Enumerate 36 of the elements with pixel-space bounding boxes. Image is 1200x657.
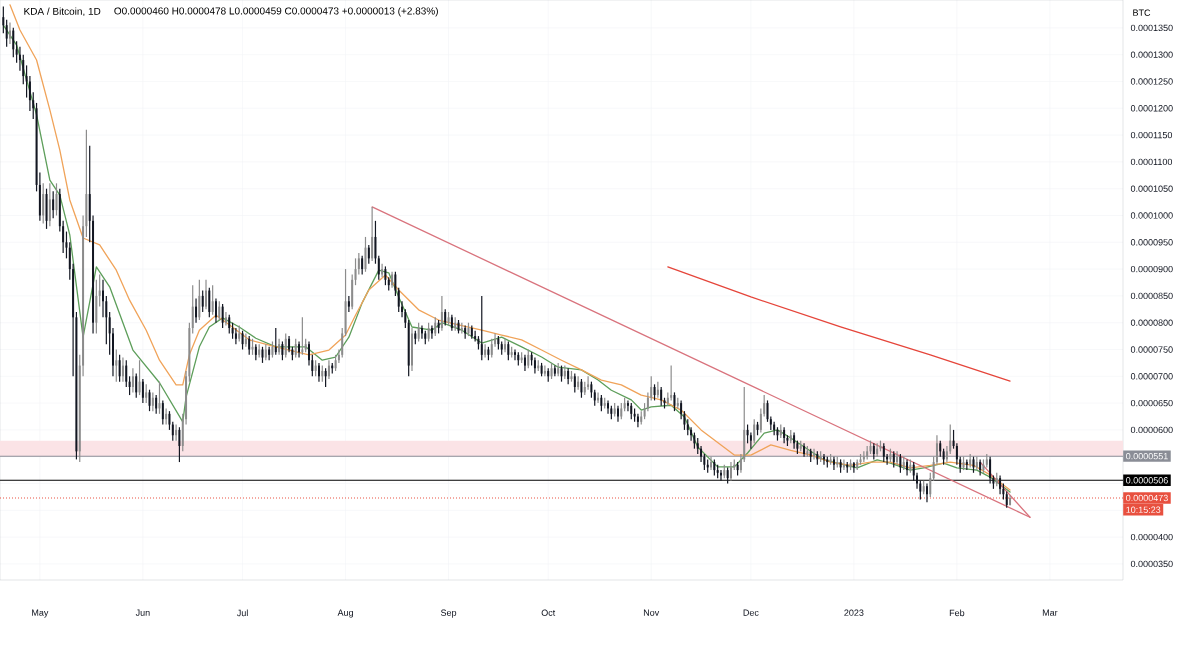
x-tick-label: May — [32, 609, 49, 618]
x-tick-label: Jul — [236, 609, 248, 617]
x-tick-label: Sep — [440, 609, 457, 618]
y-tick-label: 0.0001300 — [1130, 51, 1173, 58]
y-tick-label: 0.0001050 — [1130, 185, 1173, 192]
y-tick-label: 0.0000350 — [1130, 560, 1173, 568]
x-tick-label: 2023 — [844, 609, 864, 616]
text: 10:15:23 — [1126, 506, 1161, 513]
y-tick-label: 0.0000950 — [1130, 239, 1173, 246]
y-tick-label: 0.0001100 — [1130, 158, 1173, 166]
x-tick-label: Dec — [743, 609, 759, 616]
text: KDA / Bitcoin, 1D — [24, 7, 101, 17]
y-tick-label: 0.0000700 — [1130, 373, 1173, 380]
y-tick-label: 0.0000850 — [1130, 292, 1173, 300]
y-tick-label: 0.0001150 — [1130, 131, 1173, 139]
ref-line-label: 0.0000506 — [1126, 477, 1168, 484]
y-tick-label: 0.0000600 — [1130, 426, 1173, 434]
x-tick-label: Jun — [135, 609, 150, 616]
y-tick-label: 0.0000650 — [1130, 399, 1173, 407]
y-tick-label: 0.0001000 — [1130, 212, 1173, 219]
x-tick-label: Feb — [949, 609, 965, 617]
y-tick-label: 0.0001350 — [1130, 24, 1173, 32]
x-tick-label: Aug — [337, 609, 353, 618]
y-tick-label: 0.0000800 — [1130, 319, 1173, 326]
ref-line-label: 0.0000551 — [1126, 452, 1168, 460]
y-tick-label: 0.0000400 — [1130, 533, 1173, 541]
y-tick-label: 0.0000900 — [1130, 265, 1173, 273]
y-tick-label: 0.0001200 — [1130, 105, 1173, 112]
x-tick-label: Mar — [1042, 609, 1058, 616]
x-tick-label: Oct — [541, 609, 556, 616]
y-tick-label: 0.0000750 — [1130, 346, 1173, 353]
ref-line-label: 0.0000473 — [1126, 494, 1168, 502]
text: O0.0000460 H0.0000478 L0.0000459 C0.0000473 +0.0000013 (+2.83%) — [114, 7, 438, 17]
y-axis-title: BTC — [1133, 9, 1151, 16]
x-tick-label: Nov — [643, 609, 660, 616]
y-tick-label: 0.0001250 — [1130, 78, 1173, 85]
